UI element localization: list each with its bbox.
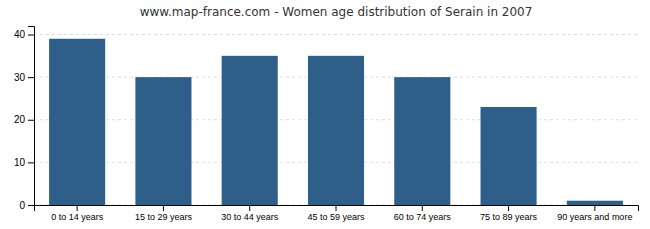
tick-label: 0 bbox=[19, 200, 25, 211]
bar bbox=[481, 107, 537, 205]
tick-label: 30 to 44 years bbox=[221, 212, 279, 222]
tick-mark bbox=[28, 35, 34, 36]
title: www.map-france.com - Women age distribut… bbox=[140, 5, 533, 19]
tick-label: 75 to 89 years bbox=[480, 212, 538, 222]
bar bbox=[222, 56, 278, 205]
chart: 0 10 20 30 40 0 to 14 years 15 to 29 years 30 t… bbox=[0, 0, 650, 229]
tick-label: 10 bbox=[14, 157, 26, 168]
tick-label: 60 to 74 years bbox=[394, 212, 452, 222]
tick-label: 90 years and more bbox=[557, 212, 632, 222]
bar bbox=[49, 39, 105, 205]
axis-domain bbox=[28, 27, 35, 206]
tick-label: 0 to 14 years bbox=[51, 212, 104, 222]
bar bbox=[135, 77, 191, 205]
x-tick: 30 to 44 years bbox=[221, 205, 279, 222]
bar bbox=[308, 56, 364, 205]
bar bbox=[394, 77, 450, 205]
grid-line bbox=[34, 34, 638, 35]
axis-domain bbox=[35, 206, 639, 212]
grid bbox=[34, 35, 638, 205]
tick-mark bbox=[28, 205, 34, 206]
tick-mark bbox=[77, 205, 78, 211]
x-tick: 60 to 74 years bbox=[394, 205, 452, 222]
y-axis: 0 10 20 30 40 bbox=[14, 27, 35, 211]
tick-label: 15 to 29 years bbox=[135, 212, 193, 222]
x-tick: 45 to 59 years bbox=[307, 205, 365, 222]
bar bbox=[567, 201, 623, 205]
tick-label: 40 bbox=[14, 29, 26, 40]
bars bbox=[49, 39, 623, 205]
tick-mark bbox=[28, 162, 34, 163]
y-tick: 30 bbox=[14, 72, 34, 83]
tick-mark bbox=[28, 77, 34, 78]
x-tick: 0 to 14 years bbox=[51, 205, 104, 222]
x-tick: 75 to 89 years bbox=[480, 205, 538, 222]
tick-label: 30 bbox=[14, 72, 26, 83]
x-tick: 90 years and more bbox=[557, 205, 632, 222]
y-tick: 40 bbox=[14, 29, 34, 40]
plot: 0 10 20 30 40 0 to 14 years 15 to 29 years 30 t… bbox=[14, 27, 639, 223]
tick-mark bbox=[249, 205, 250, 211]
tick-mark bbox=[28, 120, 34, 121]
y-tick: 10 bbox=[14, 157, 34, 168]
tick-mark bbox=[508, 205, 509, 211]
tick-label: 20 bbox=[14, 114, 26, 125]
y-tick: 20 bbox=[14, 114, 34, 125]
tick-mark bbox=[422, 205, 423, 211]
tick-mark bbox=[594, 205, 595, 211]
tick-mark bbox=[336, 205, 337, 211]
x-axis: 0 to 14 years 15 to 29 years 30 to 44 year… bbox=[35, 205, 639, 222]
x-tick: 15 to 29 years bbox=[135, 205, 193, 222]
tick-label: 45 to 59 years bbox=[307, 212, 365, 222]
y-tick: 0 bbox=[19, 200, 34, 211]
tick-mark bbox=[163, 205, 164, 211]
